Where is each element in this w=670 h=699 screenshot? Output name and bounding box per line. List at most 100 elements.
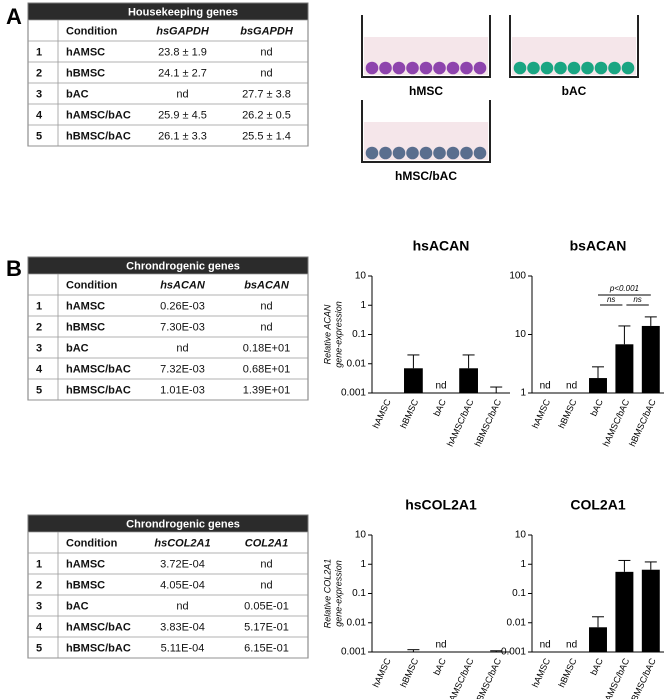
table-cell: 26.2 ± 0.5	[242, 109, 291, 121]
x-tick-label: hAMSC	[530, 656, 552, 689]
cell	[392, 61, 406, 75]
table-cell: hAMSC/bAC	[66, 109, 131, 121]
x-tick-label: hAMSC	[371, 397, 393, 430]
cell	[513, 61, 527, 75]
chart-title: hsCOL2A1	[405, 497, 477, 513]
table-cell: 26.1 ± 3.3	[158, 130, 207, 142]
table-header-bg	[28, 3, 308, 20]
cell	[460, 61, 473, 75]
table-cell: hAMSC	[66, 46, 105, 58]
table-cell: 1.01E-03	[160, 384, 205, 396]
value-label: nd	[566, 381, 577, 392]
cell	[473, 146, 487, 160]
table-cell: hAMSC	[66, 558, 105, 570]
table-cell: nd	[260, 300, 272, 312]
table-cell: 0.05E-01	[244, 600, 289, 612]
value-label: nd	[540, 381, 551, 392]
bar	[459, 368, 478, 393]
table-cell: 4	[36, 109, 43, 121]
table-cell: 4.05E-04	[160, 579, 205, 591]
y-tick-label: 0.1	[352, 588, 366, 599]
table-cell: hBMSC	[66, 579, 105, 591]
y-tick-label: 10	[515, 329, 527, 340]
value-label: nd	[435, 640, 446, 651]
y-tick-label: 1	[360, 559, 366, 570]
table-cell: 4	[36, 621, 43, 633]
table-cell: 1	[36, 300, 42, 312]
x-tick-label: hAMSC/bAC	[601, 397, 632, 448]
cell	[567, 61, 581, 75]
table-cell: nd	[176, 342, 188, 354]
table-cell: 2	[36, 67, 42, 79]
y-tick-label: 0.01	[347, 617, 367, 628]
x-tick-label: hBMSC/bAC	[473, 397, 504, 448]
table-cell: 3	[36, 342, 42, 354]
cell	[473, 61, 487, 75]
y-tick-label: 10	[515, 530, 527, 541]
y-tick-label: 0.1	[512, 588, 526, 599]
cell	[446, 61, 460, 75]
table-title: Housekeeping genes	[128, 6, 238, 18]
diagram-label: hMSC	[409, 84, 443, 98]
table-cell: 7.32E-03	[160, 363, 205, 375]
x-tick-label: hAMSC	[371, 656, 393, 689]
y-axis-label: Relative COL2A1	[322, 559, 332, 629]
diagram-label: hMSC/bAC	[395, 169, 457, 183]
table-cell: 3	[36, 88, 42, 100]
table-cell: nd	[260, 321, 272, 333]
table-cell: hBMSC	[66, 321, 105, 333]
table-column-header: hsGAPDH	[156, 25, 210, 37]
table-column-header: hsACAN	[160, 279, 206, 291]
cell	[379, 146, 392, 160]
cell	[433, 146, 446, 160]
y-tick-label: 0.01	[347, 358, 367, 369]
table-column-header: Condition	[66, 537, 118, 549]
x-tick-label: bAC	[431, 656, 448, 677]
table-cell: 27.7 ± 3.8	[242, 88, 291, 100]
table-column-header: bsGAPDH	[240, 25, 294, 37]
table-cell: 7.30E-03	[160, 321, 205, 333]
table-title: Chrondrogenic genes	[126, 518, 240, 530]
table-cell: nd	[260, 579, 272, 591]
panel-label: B	[6, 256, 22, 281]
table-cell: 24.1 ± 2.7	[158, 67, 207, 79]
y-tick-label: 0.001	[341, 388, 366, 399]
table-cell: nd	[260, 67, 272, 79]
table-cell: 2	[36, 321, 42, 333]
cell	[365, 146, 379, 160]
bar	[589, 627, 607, 652]
table-cell: nd	[176, 88, 188, 100]
beaker	[361, 100, 491, 163]
y-axis-label: gene-expression	[333, 560, 343, 627]
table-cell: 5	[36, 130, 42, 142]
table-cell: 5	[36, 384, 42, 396]
cell	[621, 61, 635, 75]
chart-title: bsACAN	[570, 238, 627, 254]
cell	[419, 146, 433, 160]
y-tick-label: 0.1	[352, 329, 366, 340]
x-tick-label: hBMSC	[556, 397, 578, 430]
cell	[392, 146, 406, 160]
table-column-header: Condition	[66, 25, 118, 37]
table-cell: 1	[36, 558, 42, 570]
y-axis-label: Relative ACAN	[322, 304, 332, 364]
table-cell: bAC	[66, 88, 89, 100]
table-cell: 3.72E-04	[160, 558, 205, 570]
cell	[379, 61, 392, 75]
y-axis-label: gene-expression	[333, 301, 343, 368]
x-tick-label: hBMSC/bAC	[627, 656, 658, 699]
table-cell: hBMSC	[66, 67, 105, 79]
cell	[419, 61, 433, 75]
table-cell: hAMSC/bAC	[66, 363, 131, 375]
x-tick-label: hBMSC	[556, 656, 578, 689]
table-cell: 4	[36, 363, 43, 375]
table-cell: hAMSC	[66, 300, 105, 312]
table-column-header: Condition	[66, 279, 118, 291]
bar	[404, 368, 423, 393]
table-header-bg	[28, 257, 308, 274]
bar	[641, 325, 660, 393]
beaker	[509, 15, 639, 78]
chart-title: COL2A1	[570, 497, 625, 513]
cell	[365, 61, 379, 75]
table-cell: 3	[36, 600, 42, 612]
